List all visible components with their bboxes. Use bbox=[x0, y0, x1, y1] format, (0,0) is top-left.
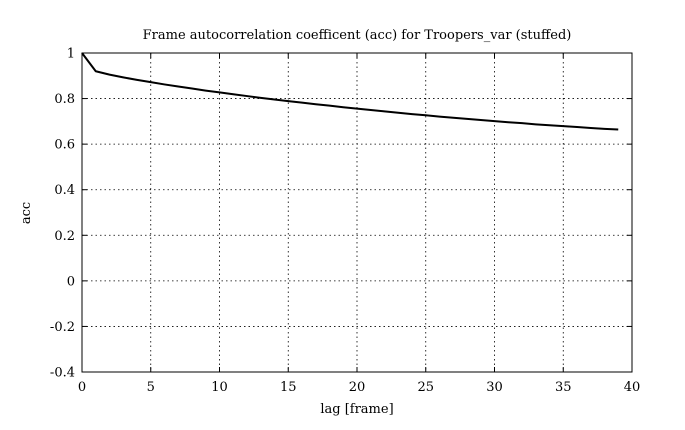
y-tick-label: 0.6 bbox=[54, 138, 75, 153]
grid bbox=[82, 53, 632, 372]
x-tick-label: 10 bbox=[211, 380, 228, 395]
x-tick-label: 20 bbox=[349, 380, 366, 395]
x-tick-label: 30 bbox=[486, 380, 503, 395]
x-tick-label: 15 bbox=[280, 380, 297, 395]
x-tick-label: 25 bbox=[417, 380, 434, 395]
series-layer bbox=[81, 52, 619, 131]
axis-ticks: 0 5 10 15 20 25 30 35 40 -0.4 -0.2 0 0.2 0.4 0.6 0.8 1 bbox=[50, 47, 640, 396]
y-axis-label: acc bbox=[19, 202, 34, 224]
x-tick-label: 40 bbox=[624, 380, 641, 395]
acc-series-line bbox=[81, 52, 619, 131]
x-tick-label: 0 bbox=[78, 380, 86, 395]
y-tick-label: 1 bbox=[67, 47, 75, 62]
x-tick-label: 35 bbox=[555, 380, 572, 395]
y-tick-label: 0 bbox=[67, 274, 75, 289]
x-axis-label: lag [frame] bbox=[320, 402, 393, 417]
y-tick-label: -0.2 bbox=[50, 320, 75, 335]
y-tick-label: -0.4 bbox=[50, 366, 75, 381]
y-tick-label: 0.4 bbox=[54, 183, 75, 198]
x-tick-label: 5 bbox=[147, 380, 155, 395]
chart-title: Frame autocorrelation coefficent (acc) f… bbox=[143, 28, 572, 43]
y-tick-label: 0.8 bbox=[54, 92, 75, 107]
y-tick-label: 0.2 bbox=[54, 229, 75, 244]
